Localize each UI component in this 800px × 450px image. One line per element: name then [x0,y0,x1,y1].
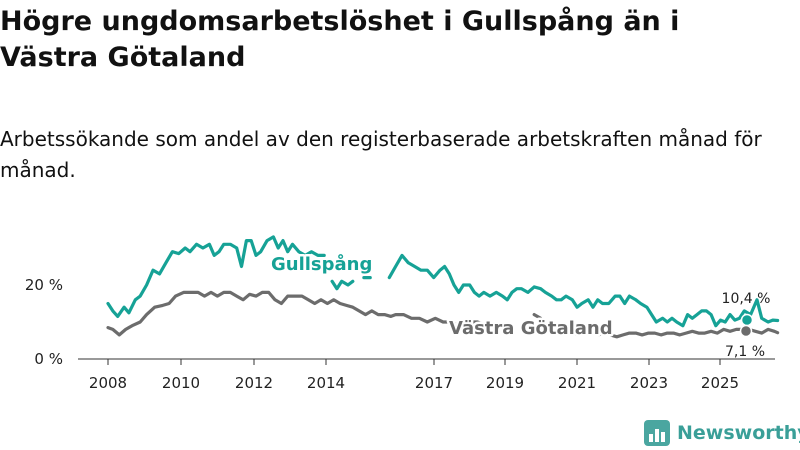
series-line-gullspang [106,235,326,318]
end-value-vastra: 7,1 % [725,344,765,360]
x-tick-label: 2025 [701,374,739,392]
x-tick-label: 2021 [558,374,596,392]
series-label-gullspang-halo: Gullspång [271,253,372,275]
chart-subtitle: Arbetssökande som andel av den registerb… [0,127,762,182]
bar-chart-icon [644,420,670,446]
end-value-gullspang: 10,4 % [722,291,771,307]
x-tick-label: 2008 [89,374,127,392]
series-label-vastra-halo: Västra Götaland [449,318,613,339]
x-tick-label: 2017 [415,374,453,392]
series-line-vastra [532,313,543,320]
newsworthy-logo: Newsworthy [644,418,800,448]
series-label-gullspang: Gullspång [271,253,372,275]
x-tick-label: 2012 [235,374,273,392]
x-tick-label: 2023 [630,374,668,392]
series-label-vastra: Västra Götaland [449,318,613,339]
series-line-gullspang [330,279,355,291]
chart-title: Högre ungdomsarbetslöshet i Gullspång än… [0,6,680,73]
x-tick-label: 2019 [486,374,524,392]
end-marker-gullspang [740,313,754,327]
brand-name: Newsworthy [677,422,800,444]
series-line-vastra [106,290,489,337]
x-tick-label: 2014 [307,374,345,392]
end-marker-vastra [739,324,753,338]
series-line-gullspang [387,253,780,328]
x-tick-label: 2010 [162,374,200,392]
y-tick-label: 0 % [34,350,63,368]
y-tick-label: 20 % [25,276,63,294]
